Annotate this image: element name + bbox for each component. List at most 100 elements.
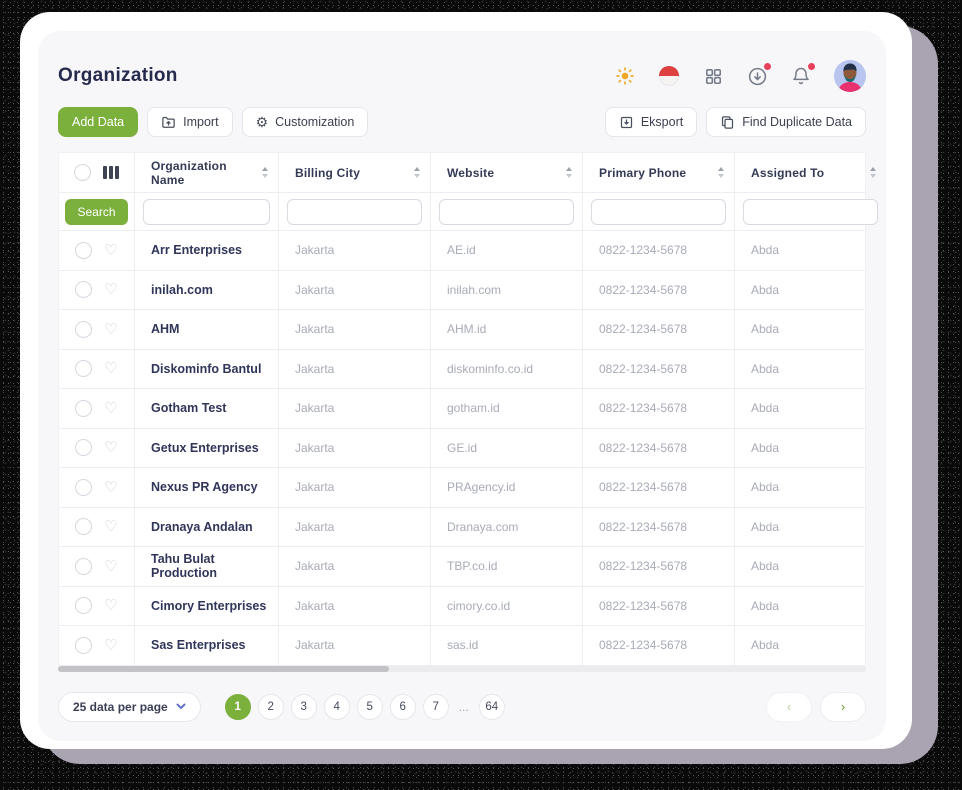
row-select-radio[interactable] <box>75 439 93 457</box>
table-row[interactable]: ♡ Cimory Enterprises Jakarta cimory.co.i… <box>59 586 865 626</box>
organization-name-cell: inilah.com <box>135 270 279 309</box>
primary-phone-cell: 0822-1234-5678 <box>583 586 735 625</box>
add-data-button[interactable]: Add Data <box>58 107 139 137</box>
primary-phone-cell: 0822-1234-5678 <box>583 428 735 467</box>
select-all-radio[interactable] <box>74 164 92 181</box>
page-button-6[interactable]: 6 <box>389 693 416 720</box>
table-row[interactable]: ♡ inilah.com Jakarta inilah.com 0822-123… <box>59 270 865 310</box>
page-button-4[interactable]: 4 <box>323 693 350 720</box>
organization-name-cell: Dranaya Andalan <box>135 507 279 546</box>
page-button-5[interactable]: 5 <box>356 693 383 720</box>
website-cell: AE.id <box>431 231 583 270</box>
favorite-heart-icon[interactable]: ♡ <box>104 439 118 457</box>
favorite-heart-icon[interactable]: ♡ <box>104 320 118 338</box>
table-row[interactable]: ♡ Gotham Test Jakarta gotham.id 0822-123… <box>59 389 865 429</box>
row-select-radio[interactable] <box>75 518 93 536</box>
row-select-radio[interactable] <box>75 478 93 496</box>
row-select-radio[interactable] <box>75 557 93 575</box>
table-header-row: Organization Name Billing City Website P… <box>59 153 876 193</box>
table-search-row: Search <box>59 193 878 231</box>
favorite-heart-icon[interactable]: ♡ <box>104 399 118 417</box>
website-cell: Dranaya.com <box>431 507 583 546</box>
duplicate-pages-icon <box>722 115 734 129</box>
sort-icon[interactable] <box>566 167 572 178</box>
find-duplicate-label: Find Duplicate Data <box>742 115 852 129</box>
row-select-radio[interactable] <box>75 360 93 378</box>
column-search-input[interactable] <box>591 198 726 225</box>
table-row[interactable]: ♡ AHM Jakarta AHM.id 0822-1234-5678 Abda <box>59 310 865 350</box>
favorite-heart-icon[interactable]: ♡ <box>104 557 118 575</box>
favorite-heart-icon[interactable]: ♡ <box>104 281 118 299</box>
table-row[interactable]: ♡ Getux Enterprises Jakarta GE.id 0822-1… <box>59 428 865 468</box>
next-page-button[interactable]: › <box>820 691 866 722</box>
assigned-to-cell: Abda <box>735 468 886 507</box>
download-badge-dot <box>764 63 771 70</box>
horizontal-scrollbar[interactable] <box>58 665 866 672</box>
sun-icon[interactable] <box>614 65 636 87</box>
assigned-to-cell: Abda <box>735 508 886 547</box>
eksport-button[interactable]: Eksport <box>604 107 698 137</box>
billing-city-cell: Jakarta <box>279 507 431 546</box>
column-search-input[interactable] <box>287 198 422 225</box>
indonesia-flag-icon[interactable] <box>658 65 680 87</box>
column-search-input[interactable] <box>143 198 270 225</box>
organization-name-cell: AHM <box>135 310 279 349</box>
bell-icon[interactable] <box>790 63 815 87</box>
row-select-radio[interactable] <box>75 399 93 417</box>
column-search-input[interactable] <box>743 198 878 225</box>
column-search-input[interactable] <box>439 198 574 225</box>
customization-button[interactable]: ⚙ Customization <box>241 107 369 137</box>
scrollbar-thumb[interactable] <box>58 665 390 672</box>
favorite-heart-icon[interactable]: ♡ <box>104 478 118 496</box>
favorite-heart-icon[interactable]: ♡ <box>104 518 118 536</box>
row-select-radio[interactable] <box>75 241 93 259</box>
grid-apps-icon[interactable] <box>702 65 724 87</box>
favorite-heart-icon[interactable]: ♡ <box>104 241 118 259</box>
import-button[interactable]: Import <box>147 107 233 137</box>
search-button[interactable]: Search <box>65 198 128 225</box>
table-row[interactable]: ♡ Sas Enterprises Jakarta sas.id 0822-12… <box>59 626 865 666</box>
table-row[interactable]: ♡ Arr Enterprises Jakarta AE.id 0822-123… <box>59 231 865 271</box>
import-folder-icon <box>162 116 175 128</box>
billing-city-cell: Jakarta <box>279 428 431 467</box>
billing-city-cell: Jakarta <box>279 468 431 507</box>
billing-city-cell: Jakarta <box>279 547 431 586</box>
columns-icon[interactable] <box>103 166 119 179</box>
table-row[interactable]: ♡ Dranaya Andalan Jakarta Dranaya.com 08… <box>59 507 865 547</box>
primary-phone-cell: 0822-1234-5678 <box>583 547 735 586</box>
pagination-bar: 25 data per page 1 2 3 4 5 6 7... 64 ‹ › <box>58 691 866 722</box>
billing-city-cell: Jakarta <box>279 270 431 309</box>
row-select-radio[interactable] <box>75 320 93 338</box>
find-duplicate-button[interactable]: Find Duplicate Data <box>706 107 866 137</box>
sort-icon[interactable] <box>414 167 420 178</box>
favorite-heart-icon[interactable]: ♡ <box>104 360 118 378</box>
eksport-label: Eksport <box>640 115 684 129</box>
assigned-to-cell: Abda <box>735 310 886 349</box>
organization-name-cell: Cimory Enterprises <box>135 586 279 625</box>
favorite-heart-icon[interactable]: ♡ <box>104 636 118 654</box>
sort-icon[interactable] <box>718 167 724 178</box>
favorite-heart-icon[interactable]: ♡ <box>104 597 118 615</box>
page-button-3[interactable]: 3 <box>290 693 317 720</box>
per-page-select[interactable]: 25 data per page <box>58 691 201 722</box>
row-select-radio[interactable] <box>75 597 93 615</box>
page-button-1[interactable]: 1 <box>224 693 251 720</box>
website-cell: cimory.co.id <box>431 586 583 625</box>
page-button-64[interactable]: 64 <box>478 693 505 720</box>
organization-name-cell: Gotham Test <box>135 389 279 428</box>
table-row[interactable]: ♡ Nexus PR Agency Jakarta PRAgency.id 08… <box>59 468 865 508</box>
table-row[interactable]: ♡ Tahu Bulat Production Jakarta TBP.co.i… <box>59 547 865 587</box>
sort-icon[interactable] <box>262 167 268 178</box>
sort-icon[interactable] <box>870 167 876 178</box>
user-avatar[interactable] <box>834 60 866 92</box>
billing-city-cell: Jakarta <box>279 349 431 388</box>
row-select-radio[interactable] <box>75 636 93 654</box>
row-select-radio[interactable] <box>75 281 93 299</box>
prev-page-button[interactable]: ‹ <box>766 691 812 722</box>
page-button-2[interactable]: 2 <box>257 693 284 720</box>
page-button-7[interactable]: 7 <box>422 693 449 720</box>
download-circle-icon[interactable] <box>746 63 771 87</box>
table-row[interactable]: ♡ Diskominfo Bantul Jakarta diskominfo.c… <box>59 349 865 389</box>
chevron-down-icon <box>176 703 186 710</box>
gear-icon: ⚙ <box>255 114 269 130</box>
